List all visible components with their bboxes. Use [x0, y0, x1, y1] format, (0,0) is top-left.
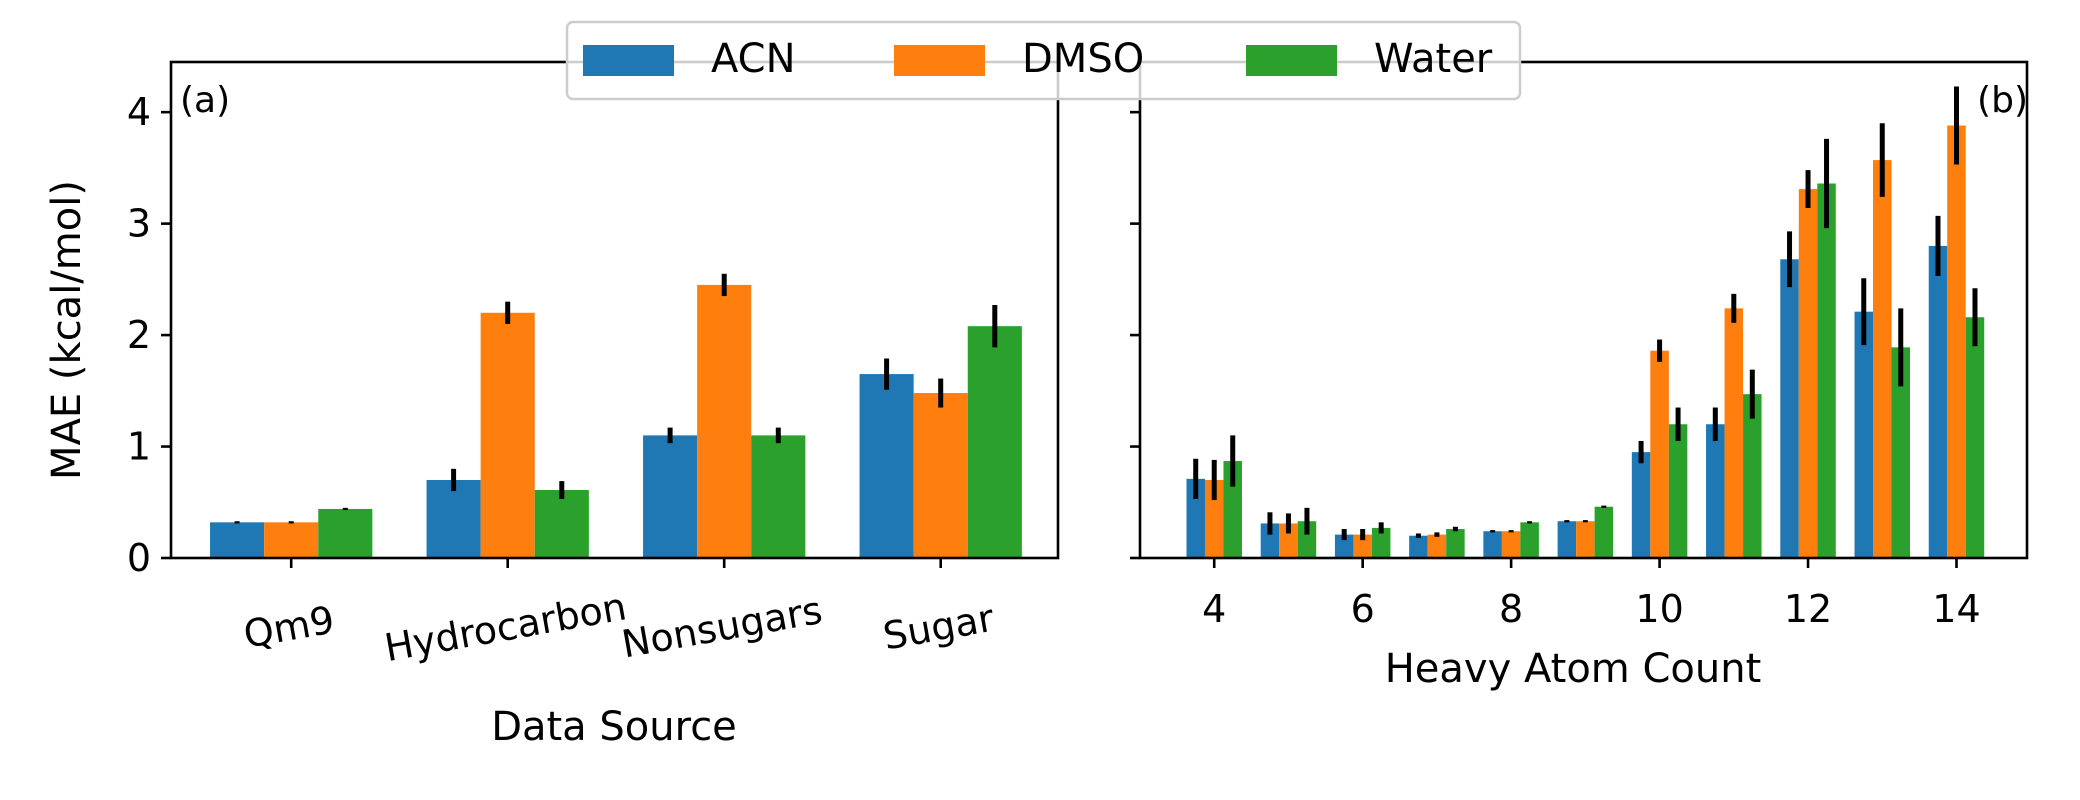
bar-b-water: [1297, 521, 1317, 558]
bar-a-water: [751, 435, 806, 558]
bar-b-acn: [1260, 523, 1280, 558]
bar-a-water: [967, 326, 1022, 558]
bar-b-water: [1891, 347, 1911, 558]
bar-a-acn: [210, 522, 265, 558]
panel-b-xtick-label: 4: [1202, 587, 1226, 631]
bar-b-water: [1668, 424, 1688, 558]
panel-b-xtick-label: 10: [1635, 587, 1683, 631]
bar-b-water: [1371, 527, 1391, 558]
bar-b-dmso: [1798, 189, 1818, 558]
legend-swatch-acn: [583, 45, 674, 76]
panel-a-xlabel: Data Source: [491, 704, 737, 750]
bar-b-dmso: [1353, 534, 1372, 558]
panel-a-ylabel: MAE (kcal/mol): [44, 180, 90, 480]
bar-a-acn: [859, 374, 914, 558]
bar-b-acn: [1186, 478, 1205, 558]
legend: ACN DMSO Water: [565, 20, 1522, 101]
panel-a-xtick-label: Qm9: [240, 598, 337, 657]
panel-a-label: (a): [180, 80, 230, 121]
panel-b-axes: 4 6 8 10 12 14: [1130, 60, 2029, 631]
panel-b-frame: [1138, 60, 2029, 560]
bar-a-dmso: [697, 284, 752, 558]
panel-a-xtick-label: Nonsugars: [618, 588, 825, 666]
panel-a-ytick-label: 3: [127, 202, 151, 246]
bar-b-dmso: [1650, 350, 1669, 558]
bar-a-water: [318, 508, 373, 558]
bar-b-dmso: [1204, 479, 1224, 558]
bar-a-dmso: [264, 522, 319, 558]
panel-b-xtick-label: 12: [1784, 587, 1832, 631]
panel-a-ytick-label: 1: [127, 425, 151, 469]
bar-a-water: [534, 490, 589, 558]
bar-b-dmso: [1873, 160, 1892, 558]
panel-a-xtick-label: Hydrocarbon: [381, 584, 629, 670]
legend-swatch-water: [1246, 45, 1337, 76]
panel-a-ytick-label: 2: [127, 313, 151, 357]
legend-frame: [565, 20, 1522, 101]
panel-a-ytick-label: 4: [127, 90, 151, 134]
panel-b-label: (b): [1977, 80, 2028, 121]
bar-b-water: [1223, 461, 1242, 558]
bar-a-dmso: [480, 312, 535, 558]
bar-b-water: [1594, 506, 1614, 558]
panel-b-bars: [1186, 86, 1985, 559]
bar-a-acn: [426, 479, 481, 558]
bar-a-dmso: [913, 393, 968, 558]
bar-b-dmso: [1724, 308, 1744, 558]
bar-b-dmso: [1279, 523, 1298, 558]
bar-b-water: [1520, 522, 1539, 558]
bar-b-acn: [1780, 259, 1799, 558]
panel-a-bars: [210, 273, 1022, 558]
bar-b-acn: [1631, 452, 1651, 558]
panel-b-xtick-label: 6: [1351, 587, 1375, 631]
legend-label-acn: ACN: [711, 36, 796, 82]
panel-b: 4 6 8 10 12 14 (b) Heavy Atom Count: [1130, 60, 2029, 692]
bar-b-acn: [1557, 521, 1577, 558]
bar-b-acn: [1334, 534, 1354, 558]
panel-a-ytick-label: 0: [127, 536, 151, 580]
legend-label-water: Water: [1374, 36, 1493, 82]
bar-b-dmso: [1501, 531, 1521, 558]
bar-b-acn: [1928, 245, 1948, 559]
panel-b-xtick-label: 14: [1932, 587, 1980, 631]
bar-b-water: [1743, 394, 1762, 558]
bar-b-acn: [1483, 531, 1502, 558]
bar-b-water: [1965, 317, 1985, 558]
legend-label-dmso: DMSO: [1022, 36, 1144, 82]
bar-b-acn: [1706, 424, 1725, 558]
bar-b-acn: [1409, 535, 1428, 558]
legend-swatch-dmso: [894, 45, 985, 76]
bar-b-dmso: [1427, 534, 1447, 558]
panel-a-xtick-label: Sugar: [880, 596, 998, 659]
legend-items: ACN DMSO Water: [583, 36, 1493, 82]
bar-b-water: [1817, 183, 1836, 559]
bar-a-acn: [643, 435, 698, 558]
bar-b-dmso: [1947, 125, 1966, 558]
bar-b-dmso: [1576, 521, 1595, 558]
panel-b-xtick-label: 8: [1499, 587, 1523, 631]
panel-b-xlabel: Heavy Atom Count: [1385, 646, 1762, 692]
bar-b-water: [1446, 529, 1465, 558]
bar-b-acn: [1854, 311, 1874, 558]
